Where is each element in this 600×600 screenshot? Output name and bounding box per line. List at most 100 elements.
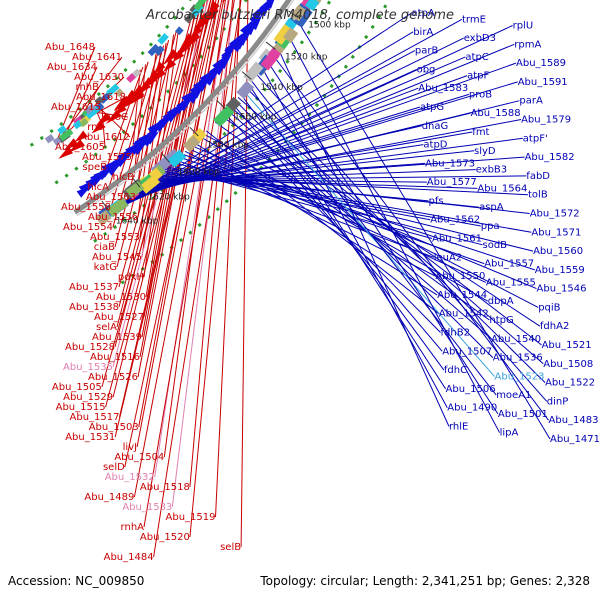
gene-label[interactable]: Abu_1484 [104, 552, 154, 563]
gene-label[interactable]: Abu_1532 [105, 472, 155, 483]
gene-label[interactable]: atpG [420, 102, 444, 113]
gene-label[interactable]: katG [94, 262, 117, 273]
gene-label[interactable]: slyD [474, 146, 496, 157]
gene-label[interactable]: Abu_1634 [47, 62, 97, 73]
gene-label[interactable]: Abu_1555 [486, 277, 536, 288]
gene-label[interactable]: Abu_1530 [96, 292, 146, 303]
gene-label[interactable]: trmE [462, 14, 486, 25]
gene-label[interactable]: fmt [472, 127, 489, 138]
gene-label[interactable]: Abu_1518 [140, 482, 190, 493]
gene-label[interactable]: fdhB2 [441, 328, 470, 339]
gene-label[interactable]: leuA2 [434, 252, 462, 263]
gene-label[interactable]: Abu_1582 [525, 152, 575, 163]
gene-label[interactable]: Abu_1579 [521, 115, 571, 126]
gene-label[interactable]: atpF [467, 71, 489, 82]
gene-label[interactable]: rplU [513, 21, 534, 32]
gene-label[interactable]: Abu_1535 [63, 362, 113, 373]
gene-label[interactable]: Abu_1538 [69, 302, 119, 313]
gene-label[interactable]: hicA [88, 182, 110, 193]
gene-label[interactable]: Abu_1563 [86, 192, 136, 203]
gene-label[interactable]: Abu_1527 [94, 312, 144, 323]
gene-label[interactable]: Abu_1561 [432, 234, 482, 245]
gene-label[interactable]: Abu_1562 [430, 215, 480, 226]
gene-label[interactable]: Abu_1573 [425, 158, 475, 169]
gene-label[interactable]: Abu_1521 [542, 340, 592, 351]
gene-label[interactable]: Abu_1546 [537, 284, 587, 295]
gene-label[interactable]: rnhA [121, 522, 145, 533]
gene-label[interactable]: Abu_1533 [122, 502, 172, 513]
gene-label[interactable]: pdxH [118, 272, 144, 283]
gene-label[interactable]: Abu_1507 [442, 346, 492, 357]
gene-label[interactable]: Abu_1648 [45, 42, 95, 53]
gene-label[interactable]: Abu_1536 [493, 353, 543, 364]
gene-label[interactable]: Abu_1605 [55, 142, 105, 153]
gene-label[interactable]: Abu_1489 [84, 492, 134, 503]
gene-label[interactable]: Abu_1504 [114, 452, 164, 463]
gene-label[interactable]: Abu_1490 [447, 403, 497, 414]
gene-label[interactable]: Abu_1591 [518, 77, 568, 88]
gene-label[interactable]: Abu_1571 [531, 227, 581, 238]
gene-label[interactable]: Abu_1539 [92, 332, 142, 343]
gene-label[interactable]: selD [103, 462, 125, 473]
gene-label[interactable]: Abu_1503 [89, 422, 139, 433]
gene-label[interactable]: fabD [526, 171, 550, 182]
gene-label[interactable]: Abu_1517 [70, 412, 120, 423]
gene-label[interactable]: Abu_1523 [495, 371, 545, 382]
gene-label[interactable]: Abu_1618 [76, 92, 126, 103]
gene-label[interactable]: parA [519, 96, 543, 107]
gene-label[interactable]: htpG [489, 315, 513, 326]
gene-label[interactable]: exbB3 [476, 165, 507, 176]
gene-label[interactable]: Abu_1572 [530, 209, 580, 220]
gene-label[interactable]: aroC [105, 112, 128, 123]
gene-label[interactable]: Abu_1528 [65, 342, 115, 353]
gene-label[interactable]: Abu_1545 [92, 252, 142, 263]
gene-label[interactable]: Abu_1583 [418, 83, 468, 94]
gene-label[interactable]: Abu_1575 [82, 152, 132, 163]
gene-label[interactable]: Abu_1515 [56, 402, 106, 413]
gene-label[interactable]: birA [413, 27, 433, 38]
gene-label[interactable]: dinP [547, 396, 569, 407]
gene-label[interactable]: Abu_1553 [90, 232, 140, 243]
gene-label[interactable]: ppa [481, 221, 500, 232]
gene-label[interactable]: exbD3 [464, 33, 496, 44]
gene-label[interactable]: Abu_1537 [69, 282, 119, 293]
gene-label[interactable]: Abu_1508 [543, 359, 593, 370]
gene-label[interactable]: moeA1 [496, 390, 531, 401]
gene-label[interactable]: Abu_1506 [446, 384, 496, 395]
gene-label[interactable]: atpA [412, 8, 435, 19]
gene-label[interactable]: fdhA2 [540, 321, 569, 332]
gene-label[interactable]: Abu_1588 [471, 108, 521, 119]
gene-label[interactable]: obg [417, 64, 436, 75]
gene-label[interactable]: atpF' [523, 133, 548, 144]
gene-label[interactable]: Abu_1542 [439, 309, 489, 320]
gene-label[interactable]: Abu_1612 [80, 132, 130, 143]
gene-label[interactable]: rnc [87, 122, 103, 133]
gene-label[interactable]: Abu_1589 [516, 58, 566, 69]
gene-label[interactable]: Abu_1540 [491, 334, 541, 345]
gene-label[interactable]: Abu_1550 [435, 271, 485, 282]
gene-label[interactable]: Abu_1526 [88, 372, 138, 383]
gene-label[interactable]: speB [82, 162, 107, 173]
gene-label[interactable]: pqiB [538, 302, 560, 313]
gene-label[interactable]: Abu_1556 [88, 212, 138, 223]
gene-label[interactable]: Abu_1564 [477, 183, 527, 194]
gene-label[interactable]: Abu_1516 [90, 352, 140, 363]
gene-label[interactable]: Abu_1554 [63, 222, 113, 233]
gene-label[interactable]: Abu_1531 [65, 432, 115, 443]
gene-label[interactable]: dbpA [488, 296, 514, 307]
gene-label[interactable]: dnaG [422, 121, 449, 132]
gene-label[interactable]: Abu_1519 [166, 512, 216, 523]
gene-label[interactable]: Abu_1559 [535, 265, 585, 276]
gene-label[interactable]: Abu_1630 [74, 72, 124, 83]
gene-label[interactable]: rhlE [449, 422, 468, 433]
gene-label[interactable]: Abu_1529 [63, 392, 113, 403]
gene-label[interactable]: sodB [483, 240, 508, 251]
gene-label[interactable]: Abu_1641 [72, 52, 122, 63]
gene-label[interactable]: lipA [500, 428, 519, 439]
gene-label[interactable]: livJ [123, 442, 137, 453]
gene-label[interactable]: Abu_1501 [498, 409, 548, 420]
gene-labels[interactable]: Abu_1648Abu_1641Abu_1634Abu_1630rnhBAbu_… [45, 8, 600, 563]
gene-label[interactable]: Abu_1557 [484, 259, 534, 270]
gene-label[interactable]: Abu_1615 [51, 102, 101, 113]
gene-label[interactable]: Abu_1522 [545, 378, 595, 389]
